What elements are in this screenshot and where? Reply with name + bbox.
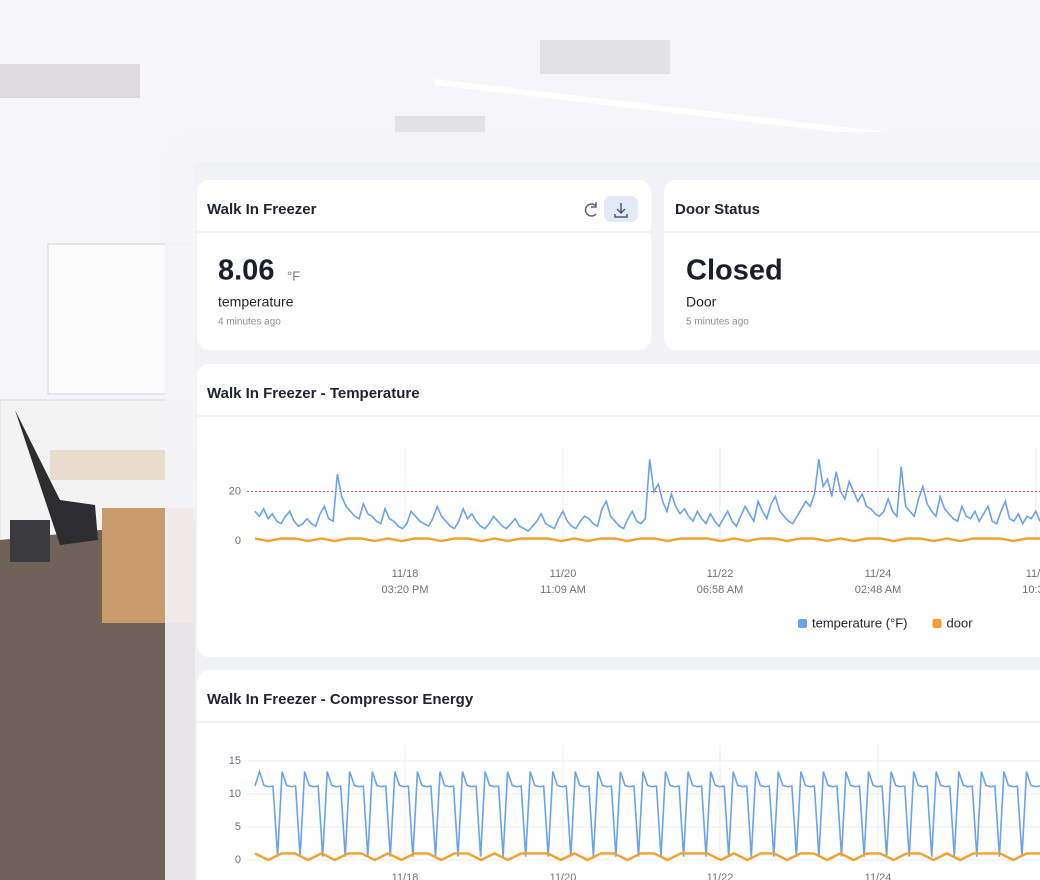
series-line bbox=[254, 459, 1040, 533]
card-title: Door Status bbox=[675, 201, 760, 218]
card bbox=[664, 180, 1040, 350]
x-tick-label: 11/18 bbox=[392, 568, 419, 580]
x-tick-label: 11/20 bbox=[550, 872, 577, 880]
x-tick-label: 10:39 bbox=[1022, 584, 1040, 596]
series-line bbox=[254, 537, 1040, 543]
chart-title: Walk In Freezer - Compressor Energy bbox=[207, 691, 474, 708]
series-line bbox=[254, 768, 1040, 857]
x-tick-label: 11/22 bbox=[707, 872, 734, 880]
x-tick-label: 06:58 AM bbox=[697, 584, 743, 596]
y-tick-label: 0 bbox=[235, 854, 241, 866]
series-line bbox=[254, 852, 1040, 862]
y-tick-label: 20 bbox=[229, 485, 241, 497]
reading-value: 8.06 bbox=[218, 255, 274, 287]
x-tick-label: 11/18 bbox=[392, 872, 419, 880]
y-tick-label: 15 bbox=[229, 755, 241, 767]
legend-swatch bbox=[932, 619, 942, 628]
refresh-button[interactable] bbox=[584, 202, 597, 217]
x-tick-label: 11/24 bbox=[865, 872, 892, 880]
chart-card bbox=[197, 364, 1040, 657]
y-tick-label: 10 bbox=[229, 788, 241, 800]
x-tick-label: 02:48 AM bbox=[855, 584, 901, 596]
reading-unit: °F bbox=[287, 268, 300, 283]
x-tick-label: 11/24 bbox=[865, 568, 892, 580]
download-icon bbox=[614, 203, 628, 218]
x-tick-label: 11/20 bbox=[550, 568, 577, 580]
y-tick-label: 5 bbox=[235, 821, 241, 833]
legend-label: door bbox=[947, 615, 974, 630]
reading-label: temperature bbox=[218, 294, 294, 310]
y-tick-label: 0 bbox=[235, 535, 241, 547]
card-title: Walk In Freezer bbox=[207, 201, 317, 218]
reading-time: 4 minutes ago bbox=[218, 317, 281, 328]
x-tick-label: 11:09 AM bbox=[540, 584, 586, 596]
x-tick-label: 11/2 bbox=[1026, 568, 1040, 580]
legend-label: temperature (°F) bbox=[812, 615, 908, 630]
x-tick-label: 11/22 bbox=[707, 568, 734, 580]
chart-title: Walk In Freezer - Temperature bbox=[207, 385, 420, 402]
status-time: 5 minutes ago bbox=[686, 317, 749, 328]
status-label: Door bbox=[686, 294, 717, 310]
card bbox=[197, 180, 651, 350]
chart-card bbox=[197, 670, 1040, 880]
x-tick-label: 03:20 PM bbox=[381, 584, 428, 596]
legend-swatch bbox=[798, 619, 807, 628]
status-value: Closed bbox=[686, 255, 783, 287]
